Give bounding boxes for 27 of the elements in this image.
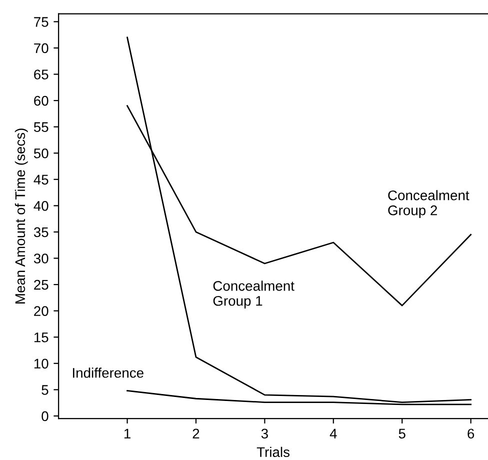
y-tick-label: 65 <box>34 70 48 80</box>
series-label: Concealment Group 1 <box>213 280 294 309</box>
y-tick-label: 60 <box>34 96 48 106</box>
y-tick-label: 70 <box>34 43 48 54</box>
x-tick-label: 3 <box>261 428 268 439</box>
series-label: Indifference <box>72 368 144 378</box>
y-axis-title: Mean Amount of Time (secs) <box>14 128 28 304</box>
y-tick-label: 20 <box>34 306 48 316</box>
y-tick-label: 45 <box>34 174 48 185</box>
x-tick-label: 4 <box>330 428 337 438</box>
x-tick-label: 1 <box>124 428 130 438</box>
y-tick-label: 75 <box>34 17 48 27</box>
y-tick-label: 30 <box>34 254 48 264</box>
y-tick-label: 40 <box>34 201 48 211</box>
y-tick-label: 35 <box>34 227 48 238</box>
y-tick-label: 25 <box>34 280 48 290</box>
y-tick-label: 5 <box>42 385 48 395</box>
x-tick-label: 5 <box>398 428 406 439</box>
x-tick-label: 6 <box>468 428 474 439</box>
series-label: Concealment Group 2 <box>388 190 470 218</box>
x-axis-title: Trials <box>256 446 290 458</box>
y-tick-label: 0 <box>42 411 48 422</box>
y-tick-label: 10 <box>34 358 48 369</box>
y-tick-label: 50 <box>34 148 48 158</box>
x-tick-label: 2 <box>192 428 200 438</box>
y-tick-label: 55 <box>34 122 48 132</box>
y-tick-label: 15 <box>34 332 48 342</box>
